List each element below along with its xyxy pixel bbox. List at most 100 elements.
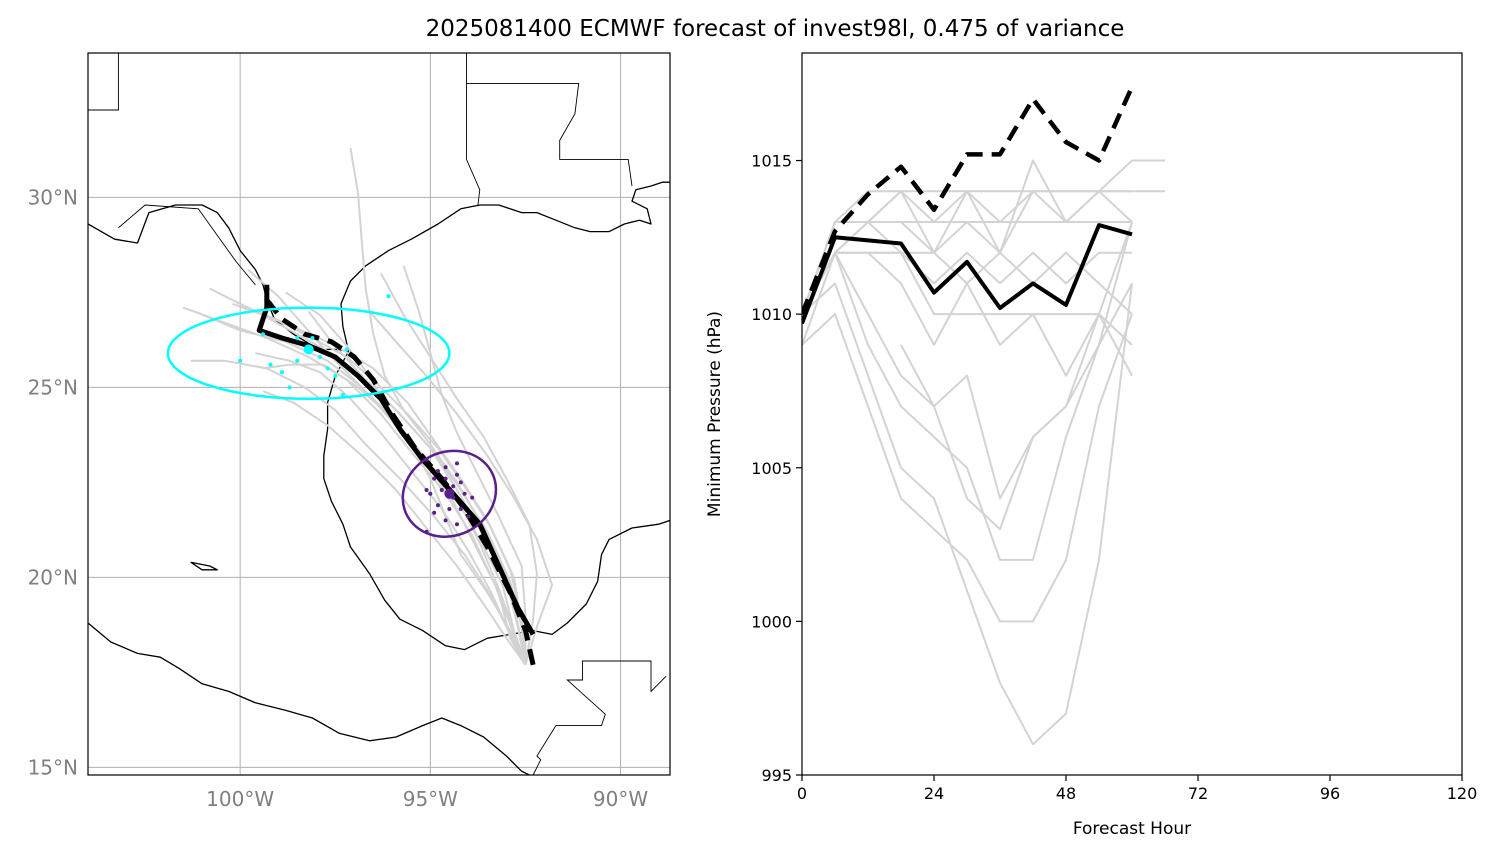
pressure-ensemble-line [900, 282, 1133, 531]
pressure-y-tick-label: 1005 [751, 459, 792, 478]
forecast-ellipse [401, 449, 498, 538]
analog-point [280, 370, 284, 375]
analog-ellipse [166, 306, 451, 401]
map-gridlines [88, 53, 670, 775]
analog-point [310, 336, 315, 340]
coastline-segment [340, 181, 670, 352]
analog-point [318, 355, 323, 359]
pressure-control-line [802, 85, 1135, 315]
map-x-tick-label: 90°W [593, 787, 648, 811]
pressure-x-tick-label: 120 [1447, 784, 1478, 803]
forecast-point [447, 507, 452, 511]
control-track-line [264, 298, 536, 666]
analog-point [340, 393, 345, 397]
forecast-point [439, 488, 444, 492]
pressure-panel: 0 24 48 72 96 120 995 1000 1005 1010 1015 Forecast… [705, 52, 1477, 839]
pressure-x-tick-label: 24 [924, 784, 944, 803]
border-segment [466, 82, 633, 187]
forecast-point [451, 484, 456, 489]
ensemble-track [380, 272, 538, 665]
map-y-tick-label: 20°N [28, 565, 78, 589]
analog-point [325, 366, 330, 371]
map-frame [87, 52, 671, 776]
forecast-mean-point [444, 488, 455, 499]
pressure-y-tick-label: 1010 [751, 305, 792, 324]
border-segment [88, 53, 119, 111]
border-segment [118, 204, 256, 286]
track-map-panel: 100°W 95°W 90°W 15°N 20°N 25°N 30°N [28, 52, 671, 811]
pressure-y-tick-label: 1000 [751, 612, 792, 631]
pressure-ticks: 0 24 48 72 96 120 995 1000 1005 1010 1015 [751, 152, 1477, 803]
border-segment [466, 53, 481, 206]
forecast-point [454, 522, 459, 527]
analog-point [268, 362, 273, 367]
pressure-y-tick-label: 995 [761, 766, 792, 785]
map-borders [88, 53, 667, 775]
figure-title: 2025081400 ECMWF forecast of invest98l, … [426, 16, 1125, 42]
forecast-point [470, 495, 475, 500]
coastline-segment [88, 622, 530, 775]
pressure-ensemble-line [802, 251, 1133, 377]
forecast-point [458, 507, 463, 511]
pressure-x-tick-label: 96 [1320, 784, 1340, 803]
map-coastlines [88, 181, 670, 775]
forecast-point [462, 491, 467, 496]
pressure-ensemble-line [802, 221, 1133, 500]
forecast-point [424, 488, 429, 492]
map-y-tick-label: 15°N [28, 755, 78, 779]
mean-track-line [256, 284, 536, 636]
coastline-segment [190, 561, 218, 571]
forecast-point [466, 514, 471, 519]
pressure-mean-line [802, 223, 1133, 325]
pressure-ensemble-line [802, 221, 1133, 561]
map-tick-labels: 100°W 95°W 90°W 15°N 20°N 25°N 30°N [28, 185, 649, 811]
analog-mean-point [303, 344, 314, 355]
analog-point [295, 358, 300, 363]
analog-point [295, 336, 300, 340]
pressure-ensemble-line [802, 282, 1133, 746]
map-x-tick-label: 100°W [206, 787, 274, 811]
forecast-point [435, 503, 440, 508]
forecast-point [458, 480, 463, 485]
forecast-point [424, 457, 429, 462]
ensemble-track [182, 306, 527, 666]
map-y-tick-label: 30°N [28, 185, 78, 209]
forecast-point [435, 469, 440, 473]
ensemble-tracks [182, 147, 554, 666]
forecast-point [432, 476, 437, 481]
pressure-ensemble-line [802, 159, 1133, 315]
analog-point [260, 332, 265, 337]
forecast-point [428, 491, 433, 496]
analog-point [344, 347, 349, 352]
pressure-x-axis-label: Forecast Hour [1073, 819, 1191, 839]
map-x-tick-label: 95°W [403, 787, 458, 811]
forecast-point [432, 510, 437, 515]
forecast-point [454, 472, 459, 477]
ensemble-track [368, 310, 554, 666]
forecast-point [443, 476, 448, 481]
analog-point [287, 385, 292, 390]
border-segment [532, 660, 667, 775]
pressure-x-tick-label: 48 [1056, 784, 1076, 803]
analog-point [238, 358, 243, 363]
pressure-x-tick-label: 72 [1188, 784, 1208, 803]
forecast-point [424, 529, 429, 534]
forecast-point [454, 461, 459, 466]
pressure-frame [801, 52, 1463, 776]
coastline-segment [323, 350, 670, 651]
pressure-ensemble-lines [802, 159, 1165, 746]
map-points [166, 294, 498, 538]
ensemble-track [255, 352, 527, 666]
pressure-y-axis-label: Minimum Pressure (hPa) [705, 311, 725, 517]
analog-point [386, 294, 391, 299]
coastline-segment [88, 204, 349, 352]
map-y-tick-label: 25°N [28, 375, 78, 399]
mean-track [256, 284, 536, 666]
pressure-y-tick-label: 1015 [751, 152, 792, 171]
forecast-point [443, 518, 448, 523]
pressure-ensemble-line [802, 313, 1133, 623]
ensemble-track [262, 390, 527, 666]
analog-point [333, 374, 338, 378]
pressure-x-tick-label: 0 [797, 784, 807, 803]
